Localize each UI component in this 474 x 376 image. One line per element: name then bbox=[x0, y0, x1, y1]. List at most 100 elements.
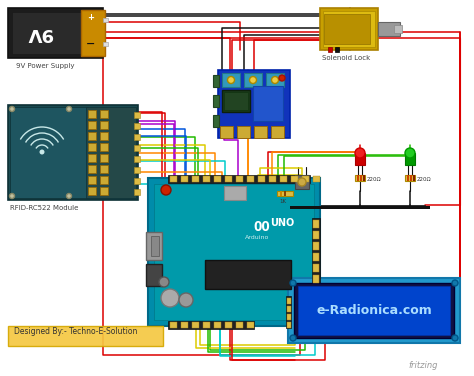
Bar bbox=[225, 322, 232, 328]
Bar bbox=[81, 10, 105, 56]
Bar bbox=[313, 176, 320, 182]
Bar bbox=[355, 153, 365, 165]
Bar bbox=[146, 264, 162, 286]
Bar bbox=[222, 73, 240, 87]
Bar bbox=[405, 153, 415, 165]
Bar bbox=[103, 42, 108, 46]
Bar bbox=[134, 189, 140, 195]
Bar bbox=[288, 278, 460, 343]
Bar bbox=[320, 8, 378, 50]
Bar bbox=[266, 73, 284, 87]
Circle shape bbox=[66, 194, 72, 199]
Bar bbox=[88, 187, 96, 195]
Text: Arduino: Arduino bbox=[245, 235, 269, 240]
Circle shape bbox=[279, 75, 285, 81]
Bar bbox=[312, 218, 320, 288]
Bar bbox=[269, 176, 276, 182]
Text: e-Radionica.com: e-Radionica.com bbox=[316, 303, 432, 317]
Bar bbox=[313, 264, 319, 272]
Bar bbox=[284, 191, 286, 196]
Circle shape bbox=[9, 106, 15, 112]
Bar bbox=[134, 145, 140, 151]
Bar bbox=[294, 283, 454, 338]
Bar bbox=[328, 47, 332, 52]
Bar bbox=[378, 22, 400, 36]
Circle shape bbox=[39, 150, 45, 155]
Bar bbox=[8, 105, 138, 200]
Text: RFID-RC522 Module: RFID-RC522 Module bbox=[10, 205, 78, 211]
Bar bbox=[146, 232, 162, 260]
Bar bbox=[413, 175, 415, 181]
Bar bbox=[277, 191, 293, 196]
Bar bbox=[258, 176, 265, 182]
Bar bbox=[236, 322, 243, 328]
Bar bbox=[203, 176, 210, 182]
Bar bbox=[100, 176, 108, 184]
Bar bbox=[100, 165, 108, 173]
Bar bbox=[213, 75, 219, 87]
Text: 220Ω: 220Ω bbox=[417, 177, 432, 182]
Bar bbox=[222, 90, 250, 112]
Bar bbox=[181, 176, 188, 182]
Bar bbox=[357, 175, 359, 181]
Bar bbox=[192, 176, 199, 182]
Bar bbox=[335, 47, 339, 52]
Bar bbox=[254, 126, 267, 138]
Bar bbox=[220, 126, 233, 138]
Bar bbox=[360, 175, 362, 181]
Circle shape bbox=[9, 194, 15, 199]
Bar bbox=[287, 298, 291, 304]
Bar bbox=[100, 121, 108, 129]
Bar bbox=[410, 175, 412, 181]
Bar bbox=[218, 70, 290, 138]
Bar bbox=[286, 296, 291, 328]
Circle shape bbox=[249, 76, 256, 83]
Bar bbox=[280, 191, 282, 196]
Bar bbox=[302, 176, 309, 182]
Bar bbox=[10, 107, 88, 198]
Bar bbox=[214, 176, 221, 182]
Bar bbox=[168, 175, 310, 183]
Ellipse shape bbox=[405, 148, 415, 158]
Bar bbox=[407, 175, 409, 181]
Bar bbox=[280, 176, 287, 182]
Bar bbox=[247, 322, 254, 328]
Circle shape bbox=[452, 280, 458, 286]
Bar bbox=[88, 165, 96, 173]
Text: 1K: 1K bbox=[279, 199, 286, 204]
Bar bbox=[405, 175, 415, 181]
Bar bbox=[8, 8, 103, 58]
Bar bbox=[290, 206, 430, 209]
Text: 9V: 9V bbox=[27, 24, 53, 42]
Bar bbox=[103, 18, 108, 22]
Text: −: − bbox=[86, 39, 96, 49]
Bar bbox=[313, 220, 319, 228]
Bar bbox=[313, 275, 319, 283]
Bar bbox=[355, 175, 365, 181]
Bar bbox=[134, 156, 140, 162]
Bar bbox=[86, 107, 136, 198]
Bar bbox=[88, 143, 96, 151]
Bar bbox=[224, 92, 248, 110]
Bar bbox=[88, 121, 96, 129]
Bar bbox=[213, 95, 219, 107]
Circle shape bbox=[290, 280, 296, 286]
Bar bbox=[8, 326, 163, 346]
Circle shape bbox=[272, 76, 279, 83]
Bar bbox=[154, 184, 314, 320]
Bar bbox=[100, 187, 108, 195]
Bar bbox=[88, 132, 96, 140]
Bar bbox=[324, 14, 370, 44]
Bar bbox=[213, 115, 219, 127]
Circle shape bbox=[290, 335, 296, 341]
Bar bbox=[253, 86, 283, 121]
Text: UNO: UNO bbox=[270, 218, 294, 228]
Bar bbox=[237, 126, 250, 138]
Bar bbox=[285, 205, 425, 208]
Bar bbox=[287, 306, 291, 312]
Bar bbox=[192, 322, 199, 328]
Circle shape bbox=[452, 335, 458, 341]
Bar bbox=[313, 242, 319, 250]
Bar bbox=[134, 167, 140, 173]
Bar bbox=[247, 176, 254, 182]
